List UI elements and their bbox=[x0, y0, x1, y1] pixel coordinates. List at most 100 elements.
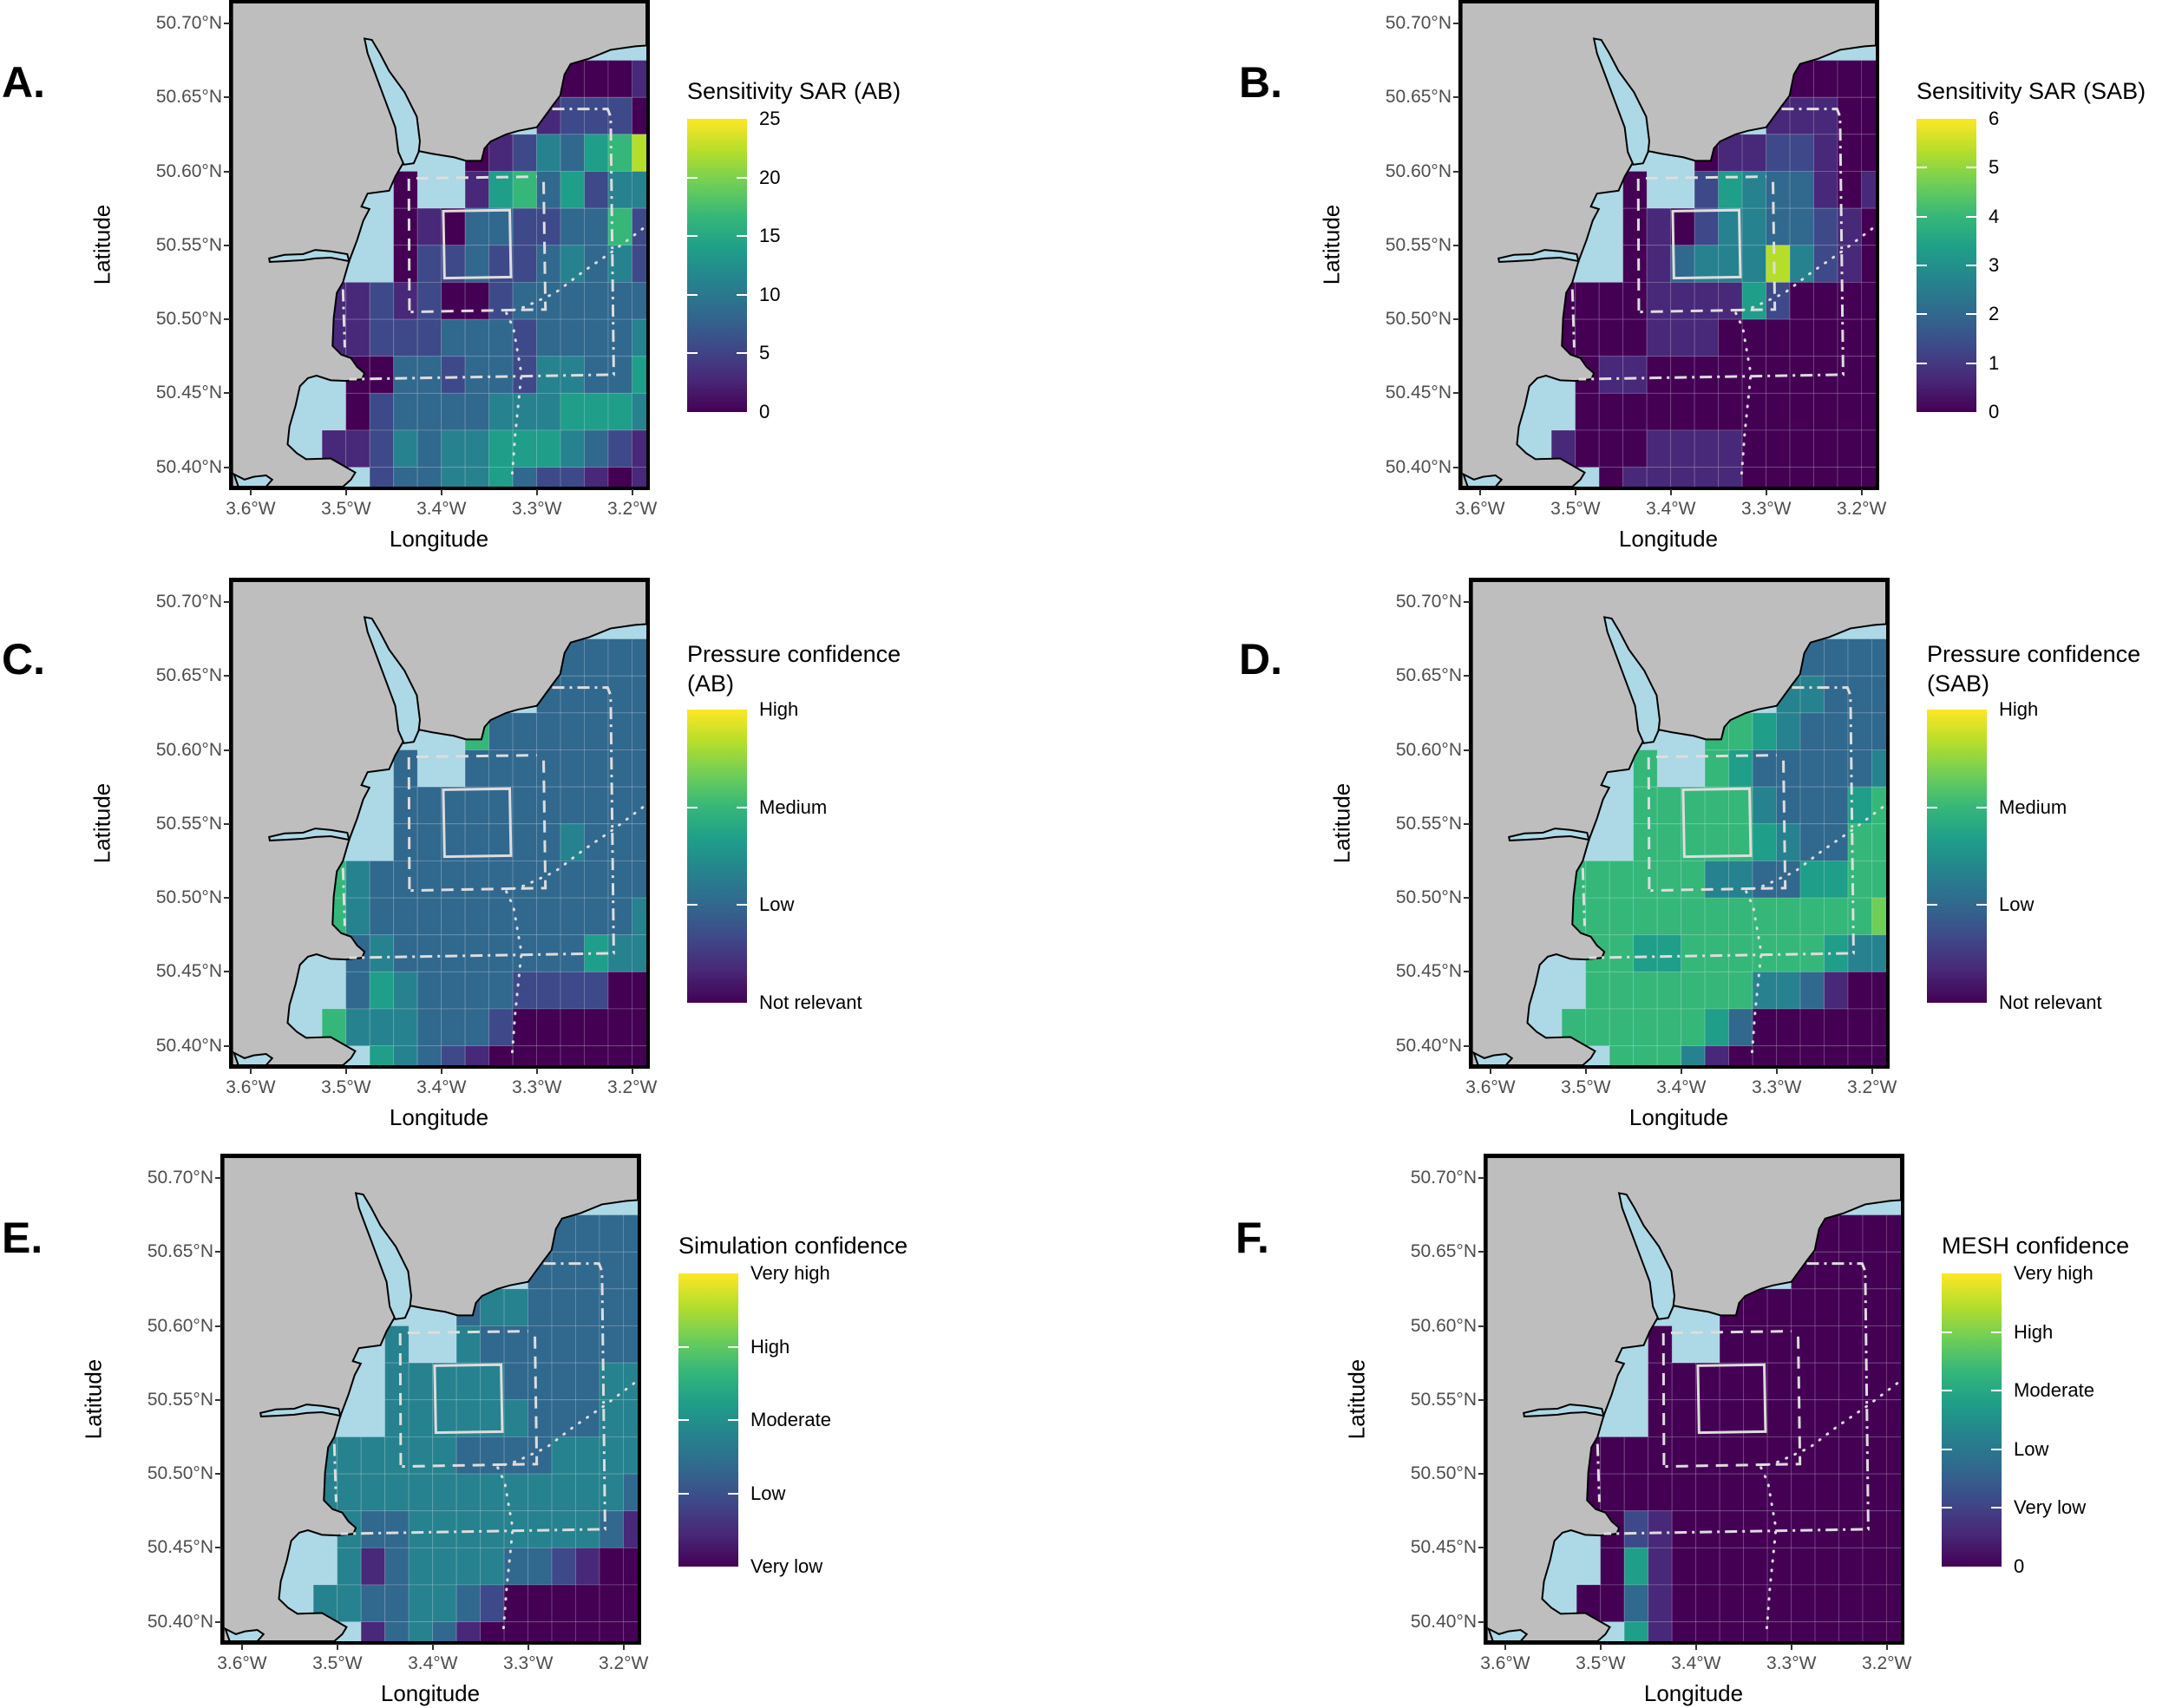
grid-cell bbox=[465, 1046, 488, 1065]
grid-cell bbox=[1694, 430, 1718, 468]
grid-cell bbox=[504, 1436, 528, 1474]
grid-cell bbox=[624, 1215, 638, 1253]
legend-colorbar bbox=[1927, 710, 1987, 1003]
grid-cell bbox=[417, 393, 441, 430]
grid-cell bbox=[600, 1511, 623, 1548]
estuary bbox=[1604, 617, 1660, 743]
grid-cell bbox=[1815, 1400, 1838, 1437]
legend-tick-label: High bbox=[759, 698, 799, 720]
grid-cell bbox=[608, 972, 632, 1009]
grid-cell bbox=[632, 430, 646, 468]
river-mouth bbox=[1498, 250, 1578, 262]
grid-cell bbox=[513, 430, 536, 468]
legend-colorbar bbox=[1942, 1273, 2002, 1567]
x-tick-mark bbox=[1584, 1068, 1587, 1074]
grid-cell bbox=[504, 1400, 528, 1437]
grid-cell bbox=[1647, 393, 1670, 430]
x-axis-title: Longitude bbox=[389, 1104, 489, 1130]
grid-cell bbox=[1720, 1436, 1743, 1474]
grid-cell bbox=[1872, 1046, 1886, 1065]
grid-cell bbox=[433, 1511, 456, 1548]
grid-cell bbox=[585, 134, 608, 172]
grid-cell bbox=[394, 430, 417, 468]
grid-cell bbox=[1862, 430, 1876, 468]
grid-cell bbox=[1681, 935, 1705, 972]
grid-cell bbox=[1766, 393, 1790, 430]
x-tick-label: 3.3°W bbox=[503, 1653, 554, 1673]
grid-cell bbox=[1753, 787, 1776, 824]
legend-tick-mark bbox=[737, 176, 747, 179]
grid-cell bbox=[632, 208, 646, 245]
grid-cell bbox=[513, 357, 536, 394]
grid-cell bbox=[1848, 972, 1871, 1009]
y-tick-mark bbox=[215, 1251, 221, 1253]
x-tick-label: 3.6°W bbox=[1480, 1653, 1530, 1673]
grid-cell bbox=[1623, 319, 1647, 357]
river-mouth bbox=[1524, 1404, 1603, 1417]
y-tick-mark bbox=[224, 1044, 230, 1047]
grid-cell bbox=[1681, 972, 1705, 1009]
legend-tick-label: Moderate bbox=[2014, 1379, 2094, 1402]
grid-cell bbox=[1766, 134, 1790, 172]
grid-cell bbox=[576, 1215, 600, 1253]
grid-cell bbox=[537, 245, 560, 283]
grid-cell bbox=[409, 1400, 432, 1437]
grid-cell bbox=[576, 1474, 600, 1511]
grid-cell bbox=[456, 1474, 480, 1511]
grid-cell bbox=[361, 1474, 384, 1511]
grid-cell bbox=[1705, 787, 1728, 824]
dashed-boundary bbox=[1648, 756, 1785, 891]
y-tick-mark bbox=[1464, 971, 1470, 973]
grid-cell bbox=[1825, 750, 1848, 788]
grid-cell bbox=[1648, 1326, 1672, 1364]
legend-tick-label: 0 bbox=[1989, 401, 2000, 422]
grid-cell bbox=[537, 1009, 560, 1046]
grid-cell bbox=[1694, 319, 1718, 357]
grid-cell bbox=[560, 861, 584, 898]
grid-cell bbox=[1753, 1046, 1776, 1065]
grid-cell bbox=[632, 134, 646, 172]
grid-cell bbox=[1599, 282, 1622, 319]
x-tick-mark bbox=[249, 1068, 252, 1074]
grid-cell bbox=[442, 935, 465, 972]
grid-cell bbox=[1792, 1585, 1815, 1622]
legend-tick-label: 0 bbox=[2014, 1555, 2025, 1577]
y-tick-mark bbox=[1453, 392, 1459, 395]
grid-cell bbox=[481, 1622, 504, 1641]
grid-cell bbox=[481, 1548, 504, 1585]
y-tick-mark bbox=[1478, 1251, 1484, 1253]
grid-cell bbox=[489, 935, 513, 972]
x-tick-label: 3.4°W bbox=[416, 499, 467, 519]
grid-cell bbox=[1814, 97, 1838, 134]
grid-cell bbox=[1862, 61, 1876, 98]
grid-cell bbox=[1887, 1326, 1901, 1364]
grid-cell bbox=[576, 1363, 600, 1400]
grid-cell bbox=[513, 282, 536, 319]
grid-cell bbox=[1862, 357, 1876, 394]
legend-tick-label: 25 bbox=[759, 108, 781, 129]
legend-tick-label: Very high bbox=[2014, 1262, 2094, 1284]
grid-cell bbox=[1681, 1009, 1705, 1046]
grid-cell bbox=[1720, 1474, 1743, 1511]
grid-cell bbox=[1790, 468, 1813, 487]
y-tick-mark bbox=[224, 897, 230, 900]
grid-cell bbox=[385, 1400, 409, 1437]
y-tick-label: 50.55°N bbox=[155, 813, 222, 834]
grid-cell bbox=[1624, 1585, 1648, 1622]
grid-cell bbox=[585, 430, 608, 468]
grid-cell bbox=[585, 898, 608, 935]
y-tick-label: 50.45°N bbox=[155, 961, 222, 982]
grid-cell bbox=[1624, 1436, 1648, 1474]
grid-cell bbox=[1825, 1046, 1848, 1065]
grid-cell bbox=[417, 824, 441, 861]
x-tick-label: 3.6°W bbox=[226, 499, 276, 519]
x-tick-mark bbox=[631, 489, 633, 495]
y-tick-mark bbox=[1464, 1044, 1470, 1047]
grid-cell bbox=[1681, 1046, 1705, 1065]
grid-cell bbox=[552, 1436, 575, 1474]
panel-letter: F. bbox=[1235, 1214, 1269, 1262]
grid-cell bbox=[489, 468, 513, 487]
grid-cell bbox=[1729, 1046, 1753, 1065]
grid-cell bbox=[552, 1326, 575, 1364]
grid-cell bbox=[1623, 208, 1647, 245]
